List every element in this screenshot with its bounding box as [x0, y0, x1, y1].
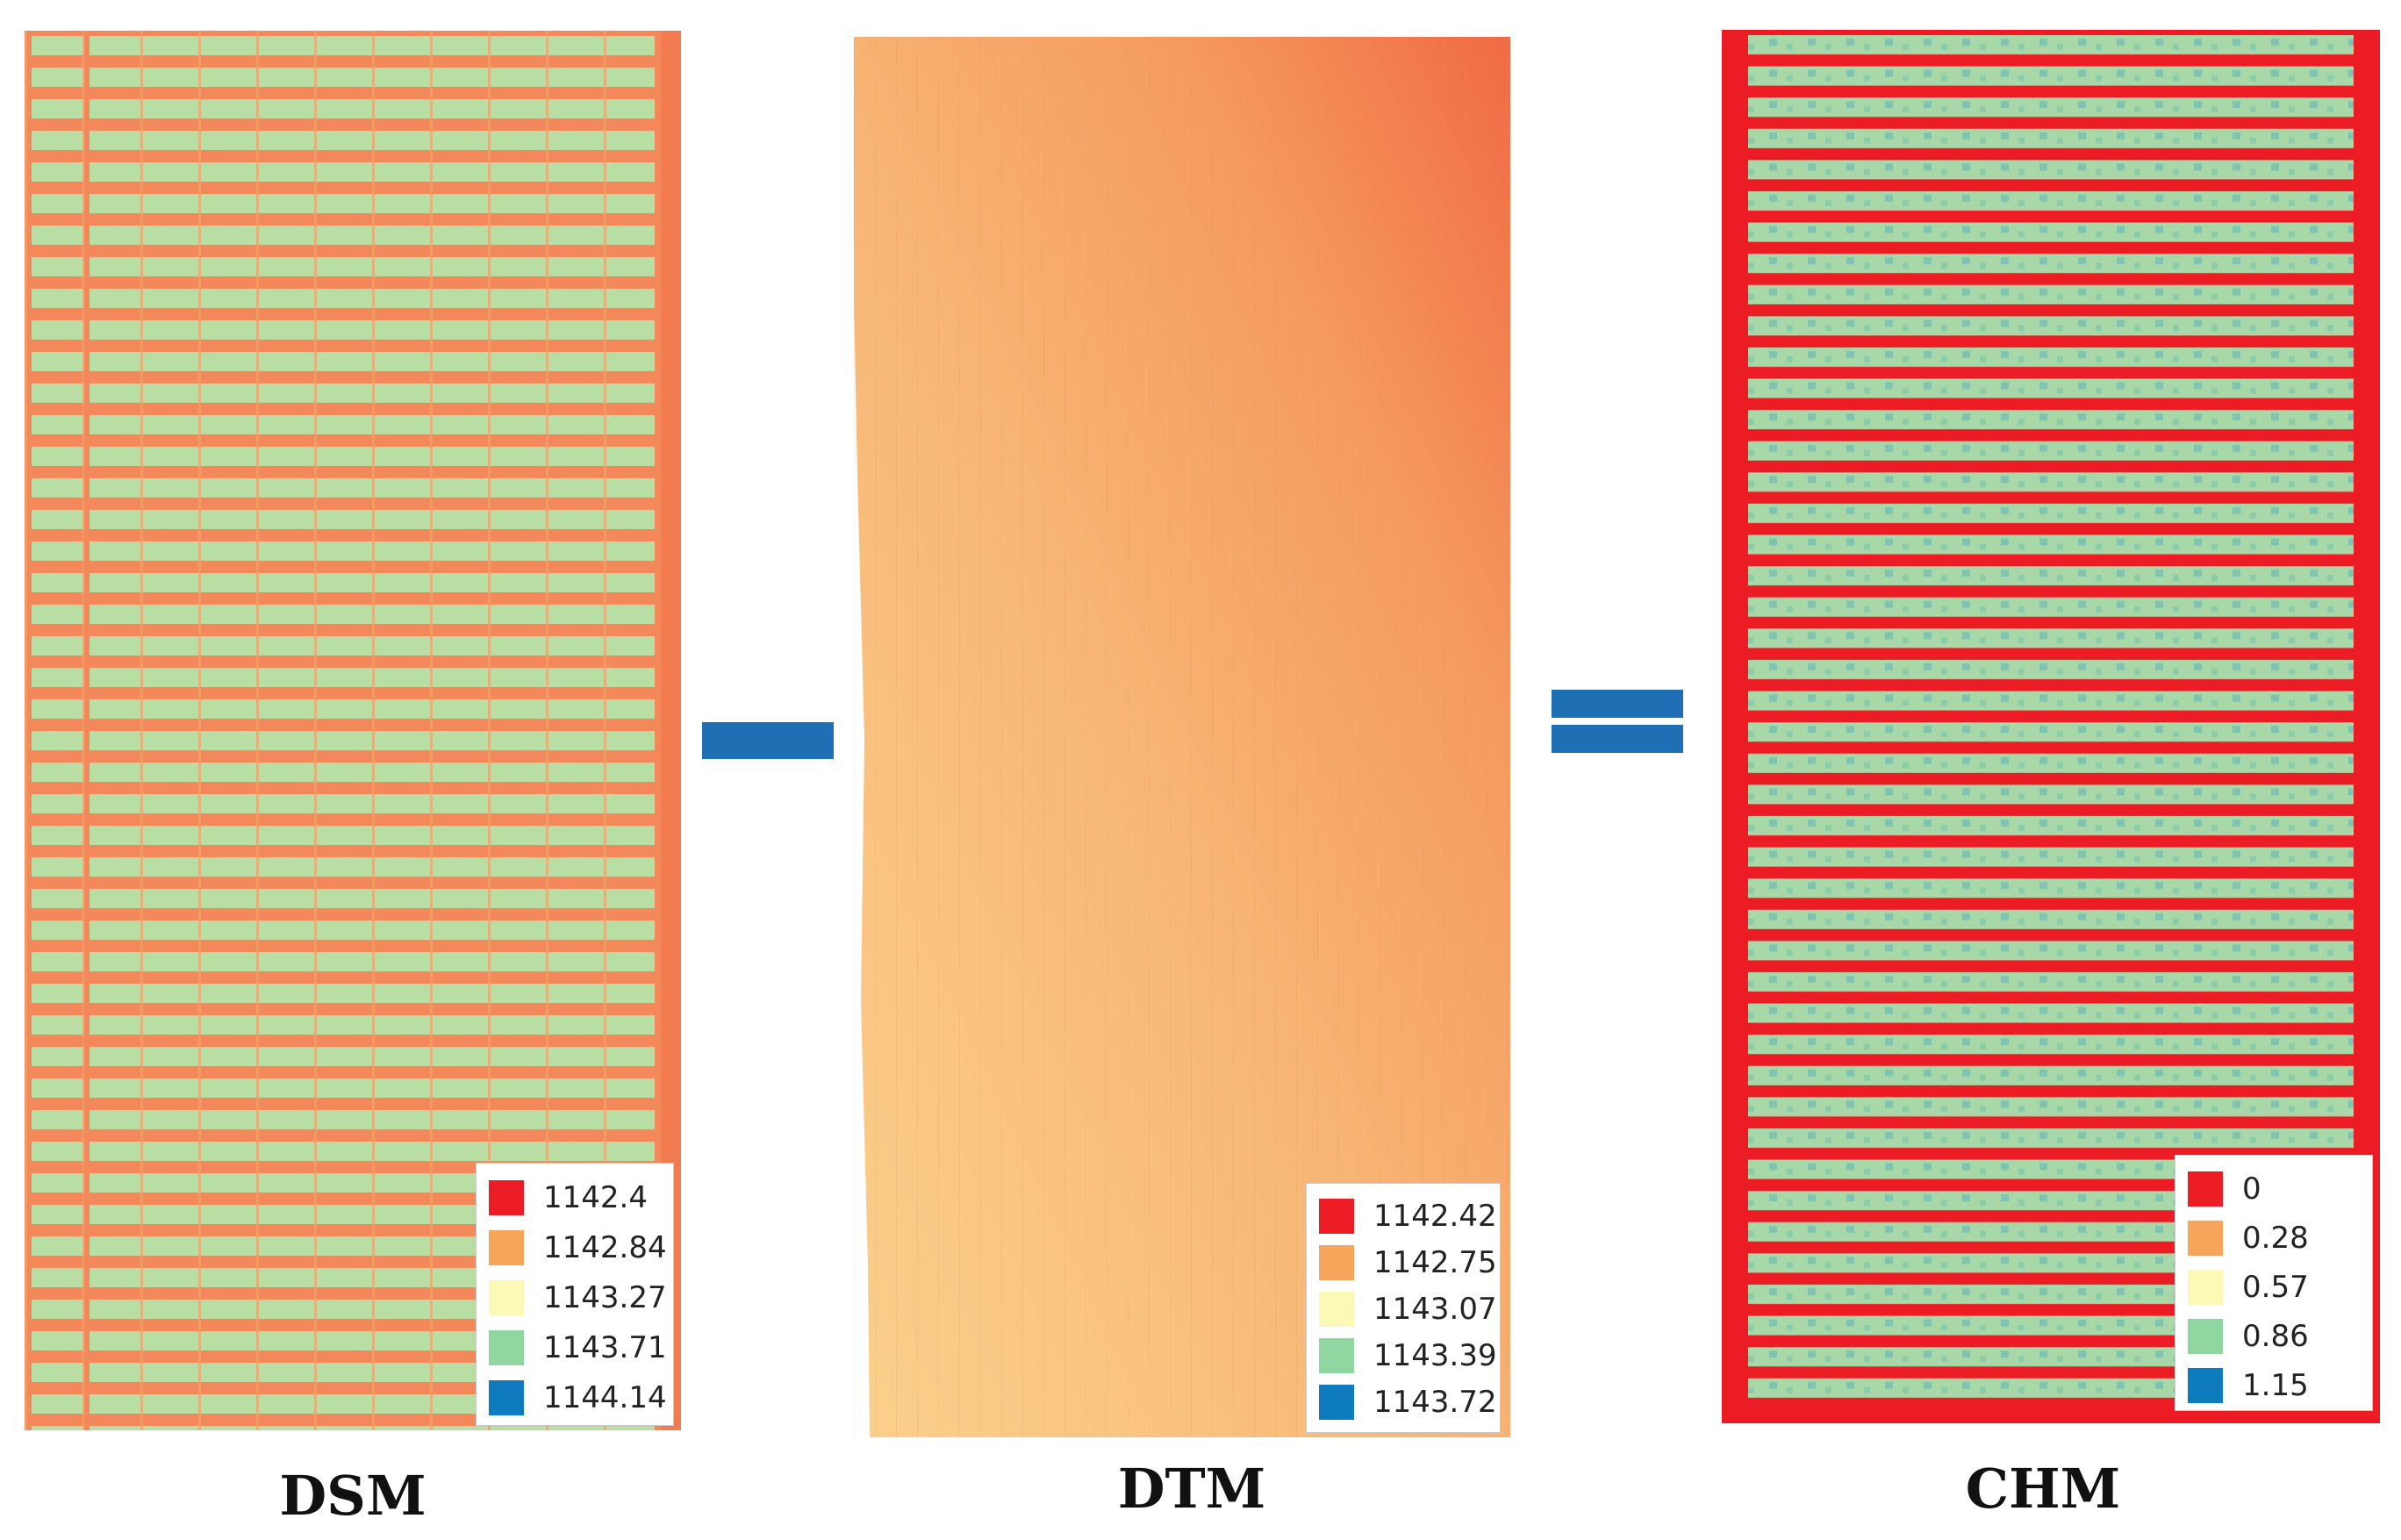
chm-title: CHM — [1965, 1457, 2121, 1521]
legend-swatch — [2188, 1368, 2223, 1403]
dtm-title: DTM — [1117, 1457, 1266, 1521]
legend-swatch — [1319, 1337, 1354, 1373]
legend-label: 0.28 — [2242, 1221, 2309, 1256]
legend-label: 1142.42 — [1373, 1198, 1497, 1234]
dsm-title: DSM — [279, 1464, 426, 1528]
dsm-legend: 1142.4 1142.84 1143.27 1143.71 1144.14 — [476, 1163, 674, 1426]
equals-sign-bottom-bar-icon — [1552, 725, 1683, 753]
legend-label: 1143.27 — [543, 1279, 667, 1315]
legend-swatch — [1319, 1291, 1354, 1327]
legend-entry: 1143.39 — [1319, 1332, 1497, 1379]
legend-swatch — [489, 1379, 524, 1415]
chm-legend: 0 0.28 0.57 0.86 1.15 — [2175, 1155, 2373, 1411]
legend-label: 1142.75 — [1373, 1244, 1497, 1280]
legend-entry: 1142.75 — [1319, 1239, 1497, 1286]
legend-label: 0.57 — [2242, 1270, 2309, 1305]
legend-entry: 1143.07 — [1319, 1286, 1497, 1332]
equals-sign-top-bar-icon — [1552, 690, 1683, 718]
legend-label: 0.86 — [2242, 1319, 2309, 1354]
legend-swatch — [1319, 1384, 1354, 1420]
dtm-legend: 1142.42 1142.75 1143.07 1143.39 1143.72 — [1306, 1183, 1501, 1433]
legend-entry: 1143.71 — [489, 1322, 667, 1372]
legend-entry: 1.15 — [2188, 1361, 2360, 1410]
legend-entry: 1144.14 — [489, 1372, 667, 1422]
dsm-raster — [25, 31, 681, 1430]
legend-swatch — [2188, 1171, 2223, 1207]
legend-label: 0 — [2242, 1171, 2261, 1207]
legend-label: 1143.72 — [1373, 1384, 1497, 1420]
legend-label: 1142.4 — [543, 1179, 648, 1215]
legend-entry: 0.28 — [2188, 1214, 2360, 1263]
legend-swatch — [1319, 1244, 1354, 1280]
minus-sign-icon — [702, 722, 834, 759]
legend-swatch — [489, 1179, 524, 1215]
legend-swatch — [2188, 1270, 2223, 1305]
legend-entry: 1142.42 — [1319, 1193, 1497, 1239]
legend-label: 1143.07 — [1373, 1291, 1497, 1327]
legend-label: 1.15 — [2242, 1368, 2309, 1403]
legend-label: 1143.71 — [543, 1329, 667, 1365]
legend-entry: 1142.4 — [489, 1172, 661, 1222]
legend-swatch — [489, 1279, 524, 1315]
legend-swatch — [489, 1229, 524, 1265]
legend-swatch — [489, 1329, 524, 1365]
legend-entry: 0.57 — [2188, 1263, 2360, 1312]
legend-entry: 1143.27 — [489, 1272, 667, 1322]
legend-label: 1143.39 — [1373, 1337, 1497, 1373]
legend-entry: 0 — [2188, 1164, 2360, 1214]
legend-entry: 1143.72 — [1319, 1379, 1497, 1425]
legend-label: 1142.84 — [543, 1229, 667, 1265]
legend-swatch — [1319, 1198, 1354, 1234]
legend-swatch — [2188, 1221, 2223, 1256]
legend-entry: 1142.84 — [489, 1222, 667, 1272]
legend-entry: 0.86 — [2188, 1312, 2360, 1361]
legend-swatch — [2188, 1319, 2223, 1354]
legend-label: 1144.14 — [543, 1379, 667, 1415]
